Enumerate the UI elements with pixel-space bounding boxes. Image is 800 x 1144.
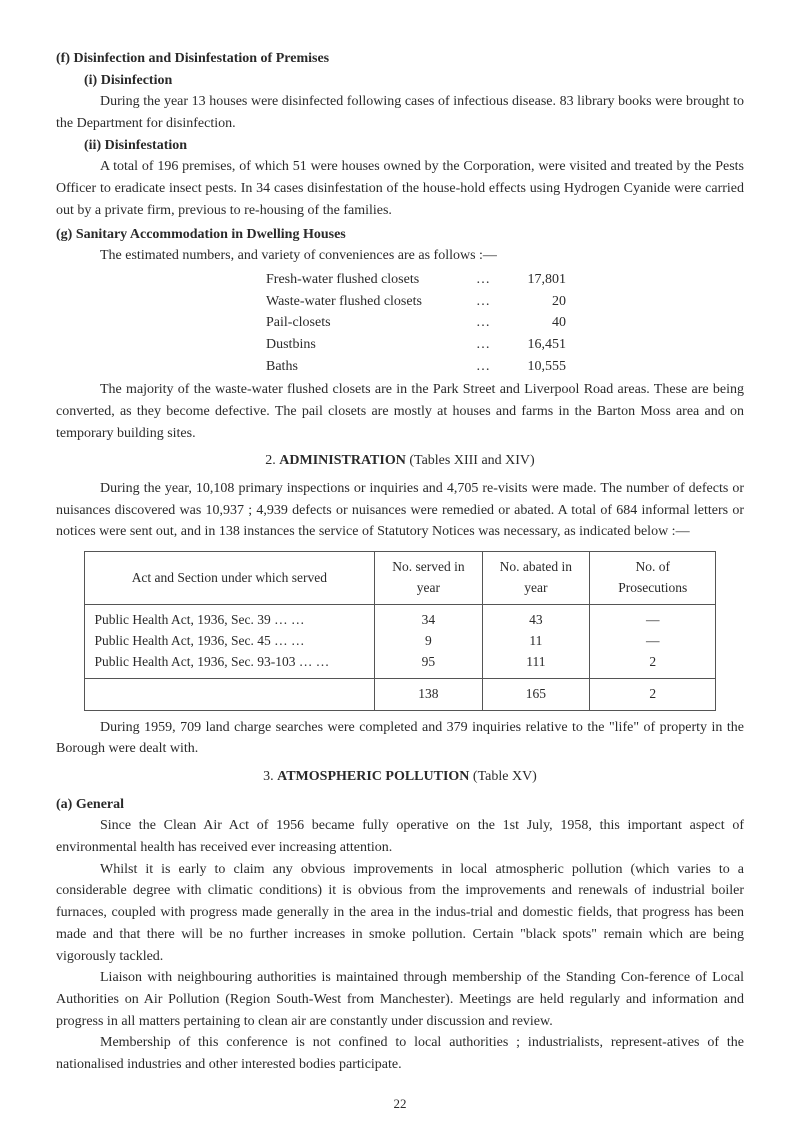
conv-dots: … [476, 269, 506, 291]
table-header-row: Act and Section under which served No. s… [84, 552, 716, 605]
section-f-ii-para: A total of 196 premises, of which 51 wer… [56, 156, 744, 221]
conv-label: Baths [266, 356, 476, 378]
cell-line: Public Health Act, 1936, Sec. 39 … … [95, 610, 365, 631]
table-total-row: 138 165 2 [84, 678, 716, 710]
admin-para-2: During 1959, 709 land charge searches we… [56, 717, 744, 760]
cell-abated: 43 11 111 [482, 604, 589, 678]
cell-total-abated: 165 [482, 678, 589, 710]
cell-blank [84, 678, 375, 710]
admin-title: ADMINISTRATION [279, 453, 406, 468]
cell-total-pros: 2 [590, 678, 716, 710]
convenience-row: Dustbins … 16,451 [266, 334, 744, 356]
cell-total-served: 138 [375, 678, 482, 710]
atmo-p3: Liaison with neighbouring authorities is… [56, 967, 744, 1032]
cell-act: Public Health Act, 1936, Sec. 39 … … Pub… [84, 604, 375, 678]
conv-value: 10,555 [506, 356, 566, 378]
cell-served: 34 9 95 [375, 604, 482, 678]
conv-dots: … [476, 312, 506, 334]
atmo-p1: Since the Clean Air Act of 1956 became f… [56, 815, 744, 858]
atmo-a-head: (a) General [56, 794, 744, 816]
convenience-row: Baths … 10,555 [266, 356, 744, 378]
conv-value: 17,801 [506, 269, 566, 291]
admin-heading: 2. ADMINISTRATION (Tables XIII and XIV) [56, 450, 744, 472]
cell-line: 34 [385, 610, 471, 631]
section-g-title: (g) Sanitary Accommodation in Dwelling H… [56, 224, 744, 246]
th-prosecutions: No. of Prosecutions [590, 552, 716, 605]
conv-dots: … [476, 291, 506, 313]
conv-label: Dustbins [266, 334, 476, 356]
conv-dots: … [476, 334, 506, 356]
conv-label: Waste-water flushed closets [266, 291, 476, 313]
cell-line: 9 [385, 631, 471, 652]
convenience-row: Pail-closets … 40 [266, 312, 744, 334]
convenience-row: Fresh-water flushed closets … 17,801 [266, 269, 744, 291]
conv-value: 20 [506, 291, 566, 313]
cell-line: 111 [493, 652, 579, 673]
convenience-list: Fresh-water flushed closets … 17,801 Was… [266, 269, 744, 377]
conv-label: Pail-closets [266, 312, 476, 334]
atmo-p2: Whilst it is early to claim any obvious … [56, 859, 744, 967]
section-g-lead: The estimated numbers, and variety of co… [56, 245, 744, 267]
section-f-ii-head: (ii) Disinfestation [84, 135, 744, 157]
atmo-tail: (Table XV) [469, 769, 536, 784]
conv-dots: … [476, 356, 506, 378]
admin-num: 2. [265, 453, 279, 468]
table-row: Public Health Act, 1936, Sec. 39 … … Pub… [84, 604, 716, 678]
cell-line: — [600, 610, 705, 631]
atmo-p4: Membership of this conference is not con… [56, 1032, 744, 1075]
th-act: Act and Section under which served [84, 552, 375, 605]
th-served: No. served in year [375, 552, 482, 605]
conv-label: Fresh-water flushed closets [266, 269, 476, 291]
section-f-i-para: During the year 13 houses were disinfect… [56, 91, 744, 134]
cell-line: 95 [385, 652, 471, 673]
stats-table: Act and Section under which served No. s… [84, 551, 717, 711]
th-abated: No. abated in year [482, 552, 589, 605]
page-number: 22 [56, 1094, 744, 1114]
admin-para-1: During the year, 10,108 primary inspecti… [56, 478, 744, 543]
section-f-i-head: (i) Disinfection [84, 70, 744, 92]
section-g-tail: The majority of the waste-water flushed … [56, 379, 744, 444]
admin-tail: (Tables XIII and XIV) [406, 453, 535, 468]
cell-line: Public Health Act, 1936, Sec. 45 … … [95, 631, 365, 652]
cell-line: 43 [493, 610, 579, 631]
cell-line: 11 [493, 631, 579, 652]
atmo-heading: 3. ATMOSPHERIC POLLUTION (Table XV) [56, 766, 744, 788]
cell-line: Public Health Act, 1936, Sec. 93-103 … … [95, 652, 365, 673]
conv-value: 40 [506, 312, 566, 334]
cell-line: 2 [600, 652, 705, 673]
convenience-row: Waste-water flushed closets … 20 [266, 291, 744, 313]
atmo-num: 3. [263, 769, 277, 784]
cell-pros: — — 2 [590, 604, 716, 678]
cell-line: — [600, 631, 705, 652]
atmo-title: ATMOSPHERIC POLLUTION [277, 769, 469, 784]
conv-value: 16,451 [506, 334, 566, 356]
section-f-title: (f) Disinfection and Disinfestation of P… [56, 48, 744, 70]
